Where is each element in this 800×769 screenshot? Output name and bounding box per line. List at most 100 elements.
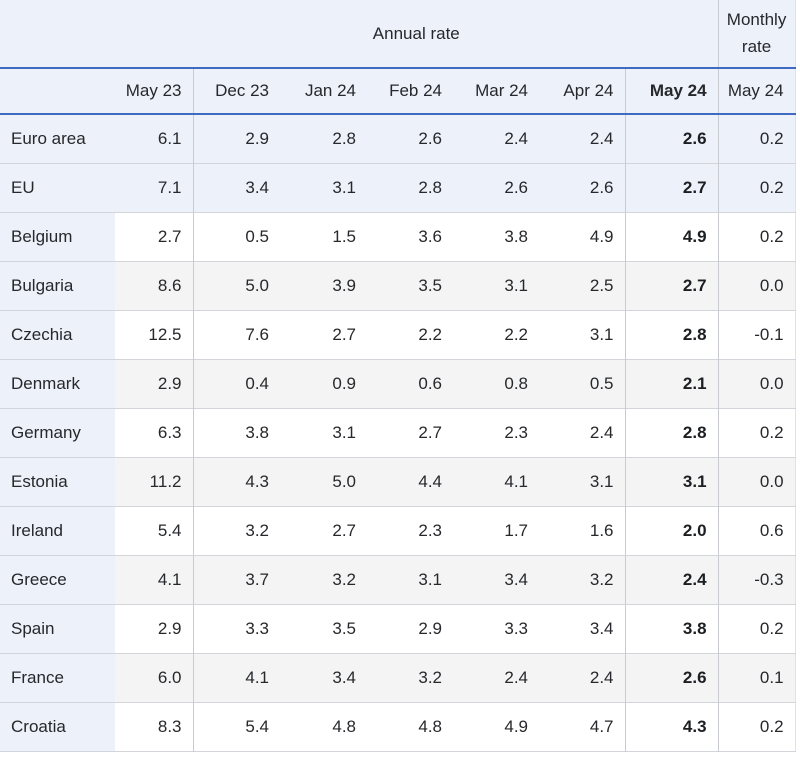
value-may23: 6.0 [115, 653, 193, 702]
value-may24-monthly: 0.2 [717, 604, 796, 653]
value-may23: 4.1 [115, 555, 193, 604]
value-dec23: 5.4 [192, 702, 280, 751]
value-may23: 2.9 [115, 604, 193, 653]
value-may23: 12.5 [115, 310, 193, 359]
value-mar24: 4.9 [453, 702, 539, 751]
value-feb24: 3.2 [367, 653, 453, 702]
value-dec23: 7.6 [192, 310, 280, 359]
table-row: Greece 4.1 3.7 3.2 3.1 3.4 3.2 2.4 -0.3 [0, 555, 796, 604]
value-jan24: 3.4 [280, 653, 367, 702]
value-jan24: 2.8 [280, 114, 367, 163]
value-mar24: 4.1 [453, 457, 539, 506]
column-header-row: May 23 Dec 23 Jan 24 Feb 24 Mar 24 Apr 2… [0, 68, 796, 114]
table-row: France 6.0 4.1 3.4 3.2 2.4 2.4 2.6 0.1 [0, 653, 796, 702]
value-may24-monthly: -0.1 [717, 310, 796, 359]
country-name: Ireland [0, 506, 115, 555]
value-feb24: 2.8 [367, 163, 453, 212]
value-dec23: 4.3 [192, 457, 280, 506]
table-body: Euro area 6.1 2.9 2.8 2.6 2.4 2.4 2.6 0.… [0, 114, 796, 751]
country-name: Euro area [0, 114, 115, 163]
column-header-jan24: Jan 24 [280, 68, 367, 114]
value-apr24: 0.5 [539, 359, 625, 408]
table-row: Croatia 8.3 5.4 4.8 4.8 4.9 4.7 4.3 0.2 [0, 702, 796, 751]
value-feb24: 2.7 [367, 408, 453, 457]
value-apr24: 3.2 [539, 555, 625, 604]
value-jan24: 4.8 [280, 702, 367, 751]
value-dec23: 2.9 [192, 114, 280, 163]
value-jan24: 3.1 [280, 163, 367, 212]
value-jan24: 2.7 [280, 506, 367, 555]
column-header-mar24: Mar 24 [453, 68, 539, 114]
value-mar24: 3.3 [453, 604, 539, 653]
value-jan24: 0.9 [280, 359, 367, 408]
value-jan24: 5.0 [280, 457, 367, 506]
value-mar24: 0.8 [453, 359, 539, 408]
value-may23: 7.1 [115, 163, 193, 212]
value-feb24: 3.1 [367, 555, 453, 604]
value-apr24: 2.6 [539, 163, 625, 212]
value-jan24: 3.2 [280, 555, 367, 604]
value-feb24: 3.5 [367, 261, 453, 310]
value-apr24: 4.7 [539, 702, 625, 751]
value-apr24: 2.4 [539, 408, 625, 457]
value-apr24: 3.1 [539, 457, 625, 506]
value-apr24: 2.4 [539, 114, 625, 163]
corner-cell [0, 0, 115, 68]
value-mar24: 2.2 [453, 310, 539, 359]
country-name: Bulgaria [0, 261, 115, 310]
table-row: Bulgaria 8.6 5.0 3.9 3.5 3.1 2.5 2.7 0.0 [0, 261, 796, 310]
table-row: Spain 2.9 3.3 3.5 2.9 3.3 3.4 3.8 0.2 [0, 604, 796, 653]
value-may24-monthly: 0.1 [717, 653, 796, 702]
value-may24-monthly: 0.6 [717, 506, 796, 555]
monthly-rate-group-header: Monthly rate [717, 0, 796, 68]
table-row: Germany 6.3 3.8 3.1 2.7 2.3 2.4 2.8 0.2 [0, 408, 796, 457]
column-header-may23: May 23 [115, 68, 193, 114]
value-may23: 6.1 [115, 114, 193, 163]
value-may24-annual: 2.7 [624, 163, 719, 212]
annual-rate-group-header: Annual rate [115, 0, 719, 68]
value-may24-annual: 2.6 [624, 114, 719, 163]
value-dec23: 3.4 [192, 163, 280, 212]
value-may24-monthly: 0.0 [717, 359, 796, 408]
country-name: Greece [0, 555, 115, 604]
value-may24-monthly: 0.0 [717, 261, 796, 310]
value-may24-monthly: 0.2 [717, 702, 796, 751]
value-mar24: 3.4 [453, 555, 539, 604]
group-header-row: Annual rate Monthly rate [0, 0, 796, 68]
value-apr24: 4.9 [539, 212, 625, 261]
table-row: Estonia 11.2 4.3 5.0 4.4 4.1 3.1 3.1 0.0 [0, 457, 796, 506]
country-name: Spain [0, 604, 115, 653]
value-feb24: 0.6 [367, 359, 453, 408]
value-dec23: 0.5 [192, 212, 280, 261]
value-jan24: 3.1 [280, 408, 367, 457]
value-apr24: 3.1 [539, 310, 625, 359]
value-mar24: 2.4 [453, 114, 539, 163]
value-may24-annual: 2.7 [624, 261, 719, 310]
value-apr24: 3.4 [539, 604, 625, 653]
value-may24-annual: 2.0 [624, 506, 719, 555]
country-name: Croatia [0, 702, 115, 751]
value-apr24: 1.6 [539, 506, 625, 555]
value-feb24: 2.2 [367, 310, 453, 359]
table-row: EU 7.1 3.4 3.1 2.8 2.6 2.6 2.7 0.2 [0, 163, 796, 212]
value-feb24: 2.6 [367, 114, 453, 163]
value-dec23: 3.7 [192, 555, 280, 604]
value-feb24: 4.8 [367, 702, 453, 751]
value-dec23: 3.8 [192, 408, 280, 457]
value-may24-annual: 4.9 [624, 212, 719, 261]
country-name: Germany [0, 408, 115, 457]
table-row: Denmark 2.9 0.4 0.9 0.6 0.8 0.5 2.1 0.0 [0, 359, 796, 408]
value-dec23: 3.2 [192, 506, 280, 555]
value-may23: 11.2 [115, 457, 193, 506]
value-dec23: 0.4 [192, 359, 280, 408]
column-header-dec23: Dec 23 [192, 68, 280, 114]
country-name: Estonia [0, 457, 115, 506]
value-may23: 5.4 [115, 506, 193, 555]
value-feb24: 4.4 [367, 457, 453, 506]
value-jan24: 3.9 [280, 261, 367, 310]
value-may24-annual: 2.8 [624, 408, 719, 457]
column-header-apr24: Apr 24 [539, 68, 625, 114]
value-mar24: 2.4 [453, 653, 539, 702]
value-may24-monthly: 0.0 [717, 457, 796, 506]
